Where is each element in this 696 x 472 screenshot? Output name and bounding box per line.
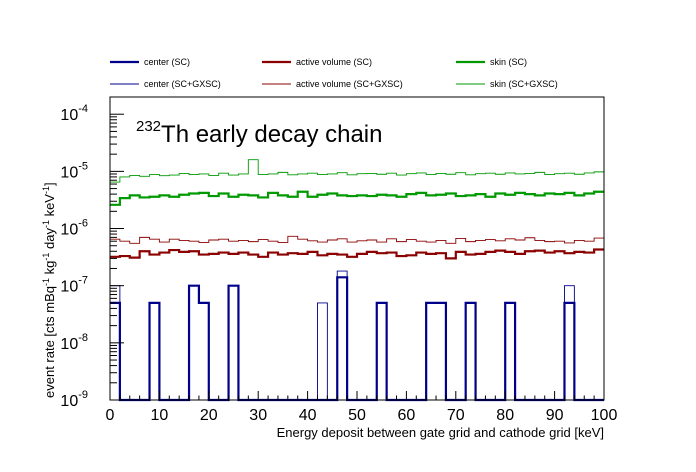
y-label-part-4: keV	[42, 194, 57, 220]
legend-label-3: skin (SC)	[490, 57, 527, 67]
legend-label-2: active volume (SC)	[296, 57, 372, 67]
y-tick-label: 10-7	[60, 275, 88, 296]
x-tick-label: 90	[546, 407, 564, 424]
y-label-part-2: kg	[42, 261, 57, 278]
y-tick-exponent: -7	[78, 275, 88, 287]
y-tick-exponent: -8	[78, 332, 88, 344]
chart-title: 232Th early decay chain	[136, 118, 382, 148]
x-tick-label: 80	[496, 407, 514, 424]
x-axis-label: Energy deposit between gate grid and cat…	[277, 425, 604, 440]
y-tick-base: 10	[60, 222, 78, 239]
y-label-part-5: ]	[42, 182, 57, 186]
x-tick-label: 10	[151, 407, 169, 424]
y-tick-base: 10	[60, 393, 78, 410]
x-tick-label: 100	[591, 407, 618, 424]
series-line-6	[110, 159, 604, 183]
y-label-sup-4: -1	[41, 186, 51, 194]
y-tick-exponent: -9	[78, 389, 88, 401]
y-label-sup-1: -1	[41, 278, 51, 286]
y-label-part-1: event rate [cts mBq	[42, 286, 57, 398]
legend: center (SC) active volume (SC) skin (SC) ce…	[110, 57, 558, 89]
y-tick-label: 10-6	[60, 218, 88, 239]
legend-label-6: skin (SC+GXSC)	[490, 79, 558, 89]
series-line-5	[110, 235, 604, 244]
y-tick-base: 10	[60, 279, 78, 296]
x-tick-label: 20	[200, 407, 218, 424]
y-label-sup-3: -1	[41, 220, 51, 228]
y-tick-exponent: -6	[78, 218, 88, 230]
series-line-2	[110, 248, 604, 260]
y-tick-label: 10-9	[60, 389, 88, 410]
y-axis-label: event rate [cts mBq-1 kg-1 day-1 keV-1]	[41, 182, 57, 398]
y-tick-exponent: -4	[78, 103, 88, 115]
series-line-3	[110, 190, 604, 206]
y-tick-base: 10	[60, 107, 78, 124]
y-tick-base: 10	[60, 164, 78, 181]
x-tick-label: 40	[299, 407, 317, 424]
y-tick-label: 10-5	[60, 160, 88, 181]
y-tick-label: 10-4	[60, 103, 88, 124]
x-tick-label: 70	[447, 407, 465, 424]
chart-title-mass: 232	[136, 118, 161, 135]
y-label-sup-2: -1	[41, 253, 51, 261]
chart-title-text: Th early decay chain	[161, 121, 382, 148]
legend-label-1: center (SC)	[144, 57, 190, 67]
y-tick-label: 10-8	[60, 332, 88, 353]
x-tick-label: 30	[249, 407, 267, 424]
x-tick-label: 50	[348, 407, 366, 424]
y-tick-exponent: -5	[78, 160, 88, 172]
y-label-part-3: day	[42, 228, 57, 253]
y-tick-base: 10	[60, 336, 78, 353]
x-tick-label: 60	[398, 407, 416, 424]
x-tick-label: 0	[106, 407, 115, 424]
axes: 0 10 20 30 40 50 60 70 80 90 10010-910-810-710-610…	[60, 103, 617, 424]
legend-label-4: center (SC+GXSC)	[144, 79, 221, 89]
legend-label-5: active volume (SC+GXSC)	[296, 79, 403, 89]
